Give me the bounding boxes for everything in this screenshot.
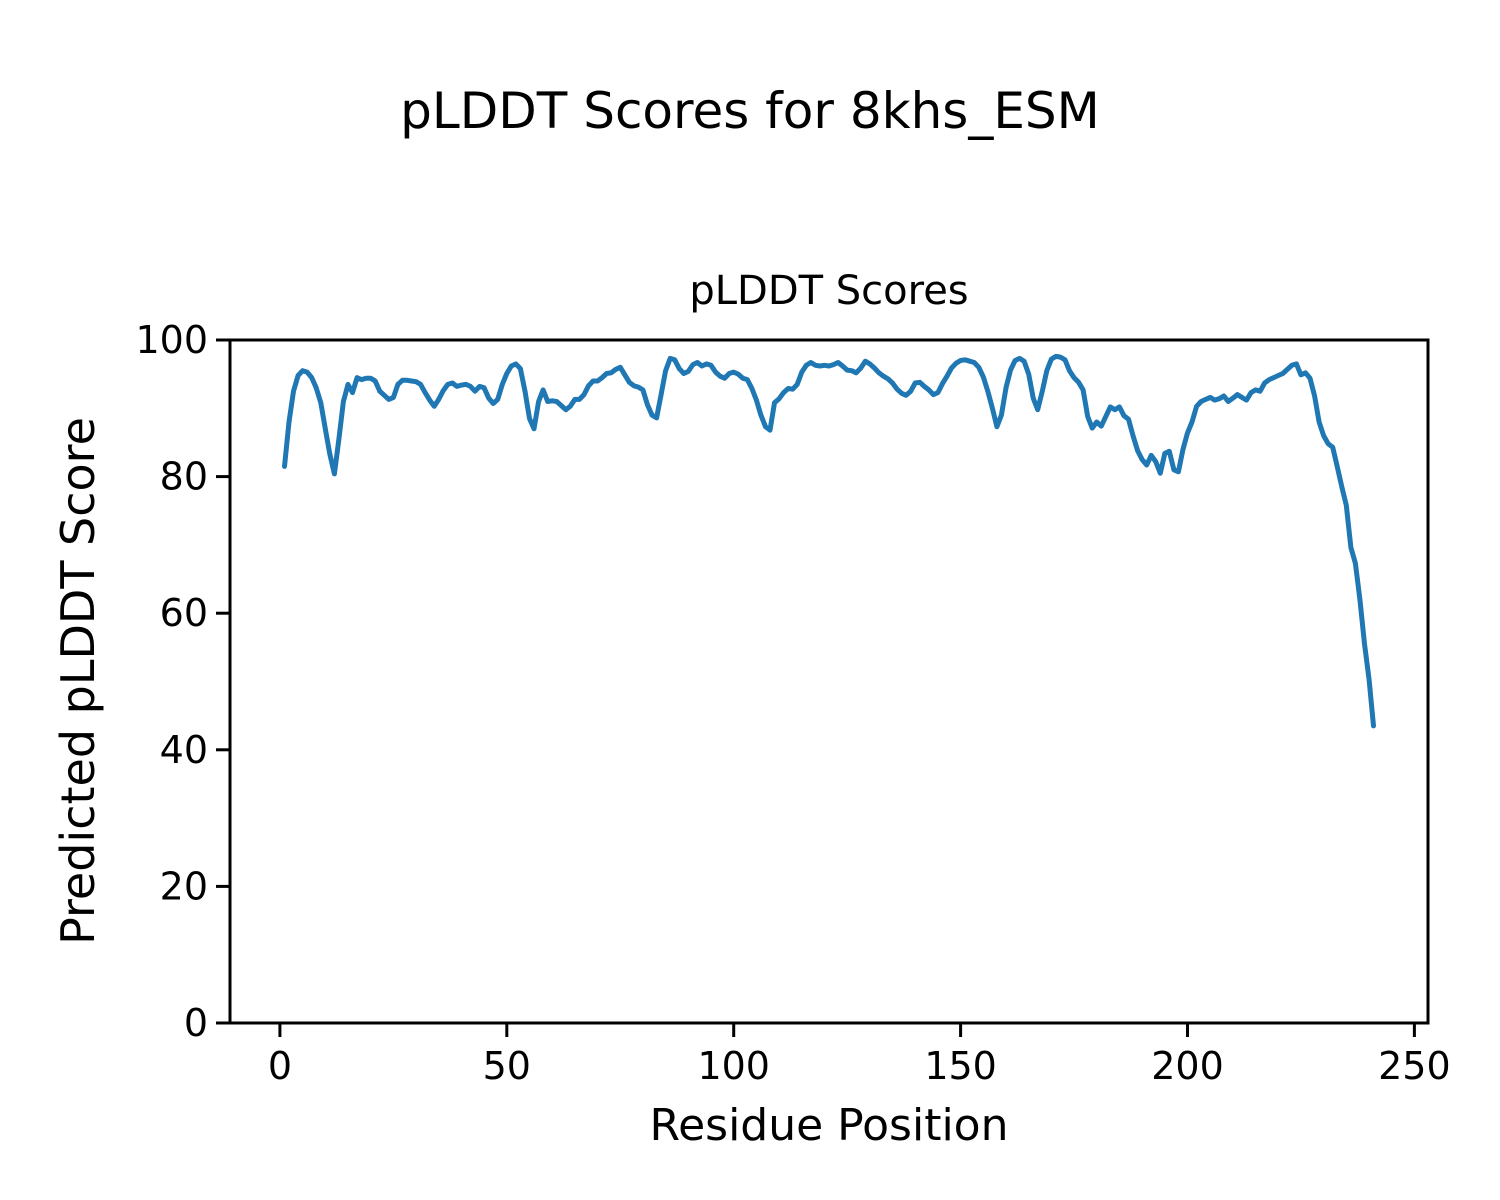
- x-tick-label: 250: [1378, 1044, 1451, 1088]
- y-tick-label: 60: [160, 591, 208, 635]
- axes-spines: [228, 338, 1430, 1025]
- x-tick-label: 150: [924, 1044, 997, 1088]
- y-tick-label: 40: [160, 728, 208, 772]
- x-tick-label: 200: [1151, 1044, 1224, 1088]
- y-tick-label: 20: [160, 864, 208, 908]
- plddt-line: [282, 353, 1376, 729]
- x-tick-label: 0: [268, 1044, 292, 1088]
- axis-tick-labels: 0 50 100 150 200 250 0 20 40 60 80 100: [135, 318, 1450, 1088]
- x-axis-label: Residue Position: [649, 1100, 1009, 1151]
- y-tick-label: 100: [135, 318, 208, 362]
- x-tick-label: 100: [697, 1044, 770, 1088]
- figure-title: pLDDT Scores for 8khs_ESM: [400, 82, 1100, 140]
- y-tick-label: 80: [160, 455, 208, 499]
- x-tick-label: 50: [483, 1044, 531, 1088]
- axes-title: pLDDT Scores: [689, 268, 969, 314]
- y-tick-label: 0: [184, 1001, 208, 1045]
- axis-ticks: [216, 338, 1416, 1037]
